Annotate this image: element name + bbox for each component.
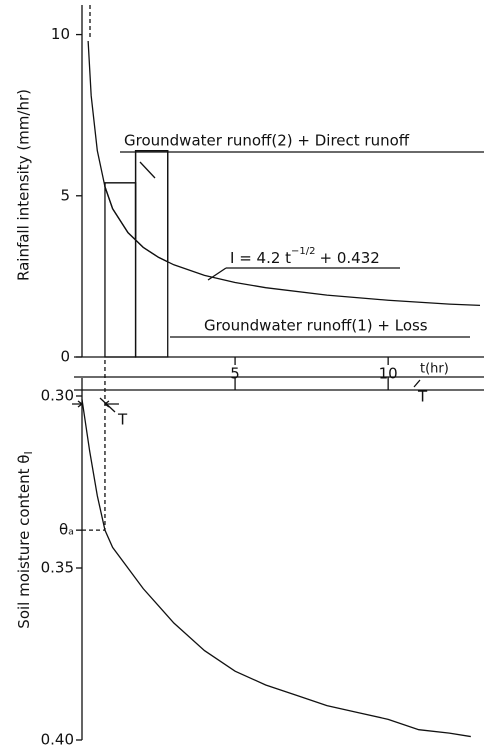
- annotation: T: [417, 388, 428, 406]
- curve: [87, 40, 481, 307]
- annotation: Groundwater runoff(2) + Direct runoff: [124, 132, 410, 150]
- hatch-area: [104, 182, 137, 242]
- x-axis-title: t(hr): [420, 362, 449, 377]
- y-tick-label: 10: [51, 25, 70, 43]
- annotation-leader: [413, 379, 421, 388]
- y-tick-label: 0: [60, 348, 70, 366]
- annotation-leader: [207, 267, 227, 281]
- annotation-leader: [139, 161, 156, 179]
- curve: [81, 399, 471, 738]
- x-tick-label: 5: [230, 365, 240, 383]
- annotation: Groundwater runoff(1) + Loss: [204, 317, 428, 335]
- y-axis-title: Soil moisture content θI: [15, 451, 36, 628]
- equation: I = 4.2 t−1/2 + 0.432: [230, 246, 380, 267]
- y-axis-title: Rainfall intensity (mm/hr): [15, 89, 33, 281]
- arrow: [72, 400, 84, 408]
- annotation: T: [117, 411, 128, 429]
- equation-base: I = 4.2 t: [230, 249, 291, 267]
- annotation-leader: [99, 397, 116, 413]
- y-tick-label: 0.40: [41, 731, 74, 749]
- y-tick-label: 0.30: [41, 387, 74, 405]
- equation-exponent: −1/2: [291, 246, 315, 257]
- y-tick-label: θₐ: [59, 521, 74, 539]
- y-axis-title-sub: I: [22, 451, 35, 454]
- x-tick-label: 10: [379, 365, 398, 383]
- y-tick-label: 5: [60, 186, 70, 204]
- y-axis-title-main: Soil moisture content θ: [15, 455, 33, 629]
- y-tick-label: 0.35: [41, 559, 74, 577]
- equation-tail: + 0.432: [320, 249, 380, 267]
- bar: [104, 182, 137, 358]
- bar: [134, 149, 169, 358]
